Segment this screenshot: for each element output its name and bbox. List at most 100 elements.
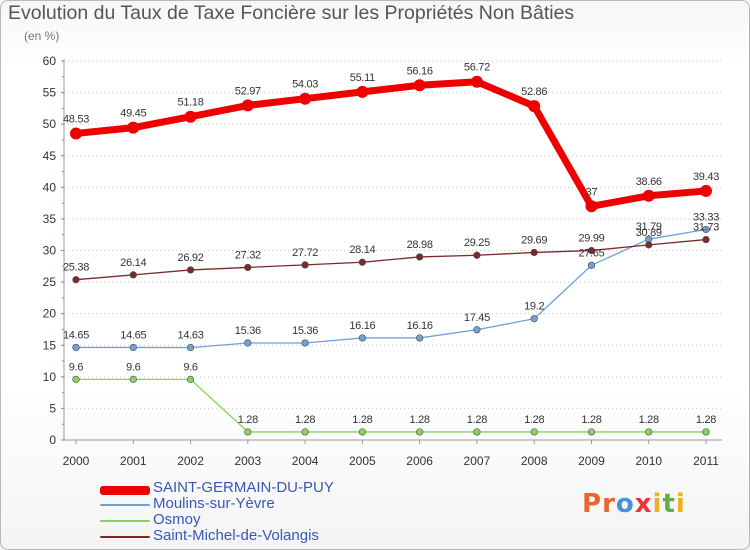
- legend-label-saint-germain: SAINT-GERMAIN-DU-PUY: [153, 479, 334, 496]
- series-line-3: [75, 238, 707, 281]
- data-label-s0: 39.43: [693, 171, 719, 183]
- x-tick-label: 2000: [63, 454, 90, 468]
- data-point-s2: [530, 428, 538, 436]
- data-point-s0: [470, 75, 483, 88]
- data-point-s2: [301, 428, 309, 436]
- data-point-s3: [530, 248, 538, 257]
- data-label-s1: 27.65: [578, 247, 604, 259]
- data-label-s3: 29.69: [521, 234, 547, 246]
- legend-item-saint-michel[interactable]: Saint-Michel-de-Volangis: [100, 527, 500, 546]
- series-line-1: [75, 228, 707, 349]
- data-point-s0: [700, 184, 712, 197]
- data-point-s2: [186, 375, 195, 383]
- data-point-s3: [358, 258, 366, 266]
- x-tick-label: 2006: [406, 454, 433, 468]
- brand-letter: t: [662, 489, 676, 519]
- legend-swatch-moulins: [100, 504, 150, 506]
- data-label-s3: 29.25: [464, 237, 490, 249]
- series-line-2: [75, 378, 707, 433]
- data-label-s1: 15.36: [292, 325, 318, 337]
- brand-letter: x: [634, 489, 653, 519]
- data-label-s3: 28.98: [407, 239, 433, 251]
- data-point-s1: [72, 343, 80, 352]
- data-point-s0: [528, 100, 541, 113]
- data-point-s0: [127, 121, 140, 134]
- data-point-s0: [299, 92, 312, 105]
- data-point-s0: [585, 200, 598, 213]
- brand-letter: i: [675, 489, 686, 519]
- data-point-s3: [186, 266, 195, 274]
- brand-letter: i: [652, 489, 663, 519]
- data-point-s2: [416, 428, 424, 436]
- data-point-s1: [702, 225, 710, 234]
- x-tick-label: 2010: [635, 454, 662, 468]
- data-point-s3: [645, 241, 653, 249]
- x-tick-label: 2009: [578, 454, 605, 468]
- legend-item-osmoy[interactable]: Osmoy: [100, 511, 500, 530]
- data-point-s1: [587, 261, 596, 269]
- data-label-s1: 14.65: [120, 329, 146, 341]
- brand-letter: P: [582, 489, 603, 519]
- data-point-s1: [416, 334, 424, 342]
- data-label-s0: 56.72: [464, 62, 490, 74]
- data-label-s3: 27.72: [292, 247, 318, 259]
- x-tick-label: 2007: [464, 454, 491, 468]
- y-tick-label: 60: [43, 54, 57, 68]
- data-point-s2: [72, 375, 80, 383]
- legend-swatch-saint-germain: [100, 486, 150, 495]
- data-point-s2: [702, 428, 710, 436]
- data-label-s1: 14.65: [63, 329, 89, 341]
- data-point-s2: [244, 428, 252, 436]
- y-tick-label: 30: [43, 244, 57, 258]
- data-label-s1: 14.63: [178, 330, 204, 342]
- data-label-s0: 48.53: [63, 113, 89, 125]
- data-point-s0: [241, 99, 254, 112]
- legend-item-saint-germain[interactable]: SAINT-GERMAIN-DU-PUY: [100, 479, 500, 498]
- brand-letter: o: [615, 489, 635, 519]
- x-tick-label: 2004: [292, 454, 319, 468]
- data-point-s0: [413, 79, 426, 92]
- data-label-s2: 9.6: [126, 361, 141, 373]
- data-label-s3: 27.32: [235, 249, 261, 261]
- data-label-s1: 16.16: [407, 320, 433, 332]
- data-point-s0: [356, 85, 369, 98]
- data-point-s1: [358, 334, 366, 342]
- data-label-s2: 1.28: [238, 414, 258, 426]
- y-tick-label: 5: [49, 401, 56, 415]
- legend-item-moulins[interactable]: Moulins-sur-Yèvre: [100, 495, 500, 514]
- legend-label-moulins: Moulins-sur-Yèvre: [153, 495, 275, 512]
- data-point-s3: [301, 261, 309, 269]
- data-label-s2: 1.28: [352, 414, 372, 426]
- data-point-s3: [473, 251, 481, 259]
- x-tick-label: 2005: [349, 454, 376, 468]
- data-label-s3: 31.73: [693, 222, 719, 234]
- data-point-s3: [587, 246, 596, 255]
- y-tick-label: 15: [43, 338, 57, 352]
- data-point-s3: [416, 253, 424, 261]
- data-label-s1: 16.16: [349, 320, 375, 332]
- legend-swatch-saint-michel: [100, 536, 150, 538]
- data-label-s1: 19.2: [524, 301, 544, 313]
- data-label-s3: 29.99: [578, 233, 604, 245]
- y-tick-label: 45: [43, 149, 57, 163]
- data-label-s3: 25.38: [63, 262, 89, 274]
- data-label-s3: 28.14: [349, 244, 375, 256]
- data-label-s0: 55.11: [350, 72, 375, 84]
- data-point-s2: [645, 428, 653, 436]
- data-label-s2: 9.6: [183, 361, 198, 373]
- data-label-s2: 1.28: [410, 414, 430, 426]
- data-point-s2: [129, 375, 137, 383]
- data-label-s0: 52.86: [521, 86, 547, 98]
- data-label-s3: 26.92: [178, 252, 204, 264]
- y-tick-label: 50: [43, 117, 57, 131]
- y-tick-label: 55: [43, 86, 57, 100]
- data-label-s1: 17.45: [464, 312, 490, 324]
- chart-subtitle: (en %): [24, 29, 60, 43]
- data-point-s3: [244, 263, 252, 272]
- legend-swatch-osmoy: [100, 520, 150, 522]
- data-label-s3: 30.89: [636, 227, 662, 239]
- data-point-s2: [358, 428, 366, 436]
- data-point-s2: [473, 428, 481, 436]
- legend-label-saint-michel: Saint-Michel-de-Volangis: [153, 527, 319, 544]
